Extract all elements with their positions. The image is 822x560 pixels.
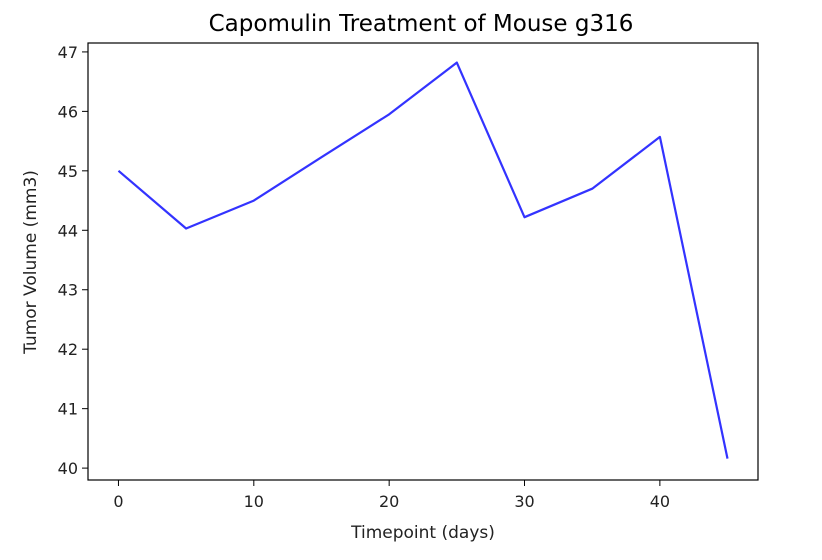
series-line-0 bbox=[119, 63, 728, 459]
chart-title: Capomulin Treatment of Mouse g316 bbox=[209, 11, 634, 37]
y-axis-label: Tumor Volume (mm3) bbox=[21, 170, 41, 355]
plot-area bbox=[119, 63, 728, 459]
y-tick-label: 47 bbox=[58, 43, 78, 62]
y-tick-label: 46 bbox=[58, 102, 78, 121]
x-tick-label: 40 bbox=[650, 492, 670, 511]
x-axis: 0 10 20 30 40 bbox=[113, 480, 670, 511]
y-tick-label: 40 bbox=[58, 459, 78, 478]
x-tick-label: 0 bbox=[113, 492, 123, 511]
y-tick-label: 44 bbox=[58, 221, 78, 240]
x-tick-label: 30 bbox=[514, 492, 534, 511]
plot-frame bbox=[88, 43, 758, 480]
y-tick-label: 42 bbox=[58, 340, 78, 359]
x-tick-label: 10 bbox=[244, 492, 264, 511]
y-axis: 40 41 42 43 44 45 46 47 bbox=[58, 43, 88, 478]
x-tick-label: 20 bbox=[379, 492, 399, 511]
x-axis-label: Timepoint (days) bbox=[350, 523, 495, 543]
y-tick-label: 45 bbox=[58, 162, 78, 181]
y-tick-label: 41 bbox=[58, 400, 78, 419]
y-tick-label: 43 bbox=[58, 281, 78, 300]
